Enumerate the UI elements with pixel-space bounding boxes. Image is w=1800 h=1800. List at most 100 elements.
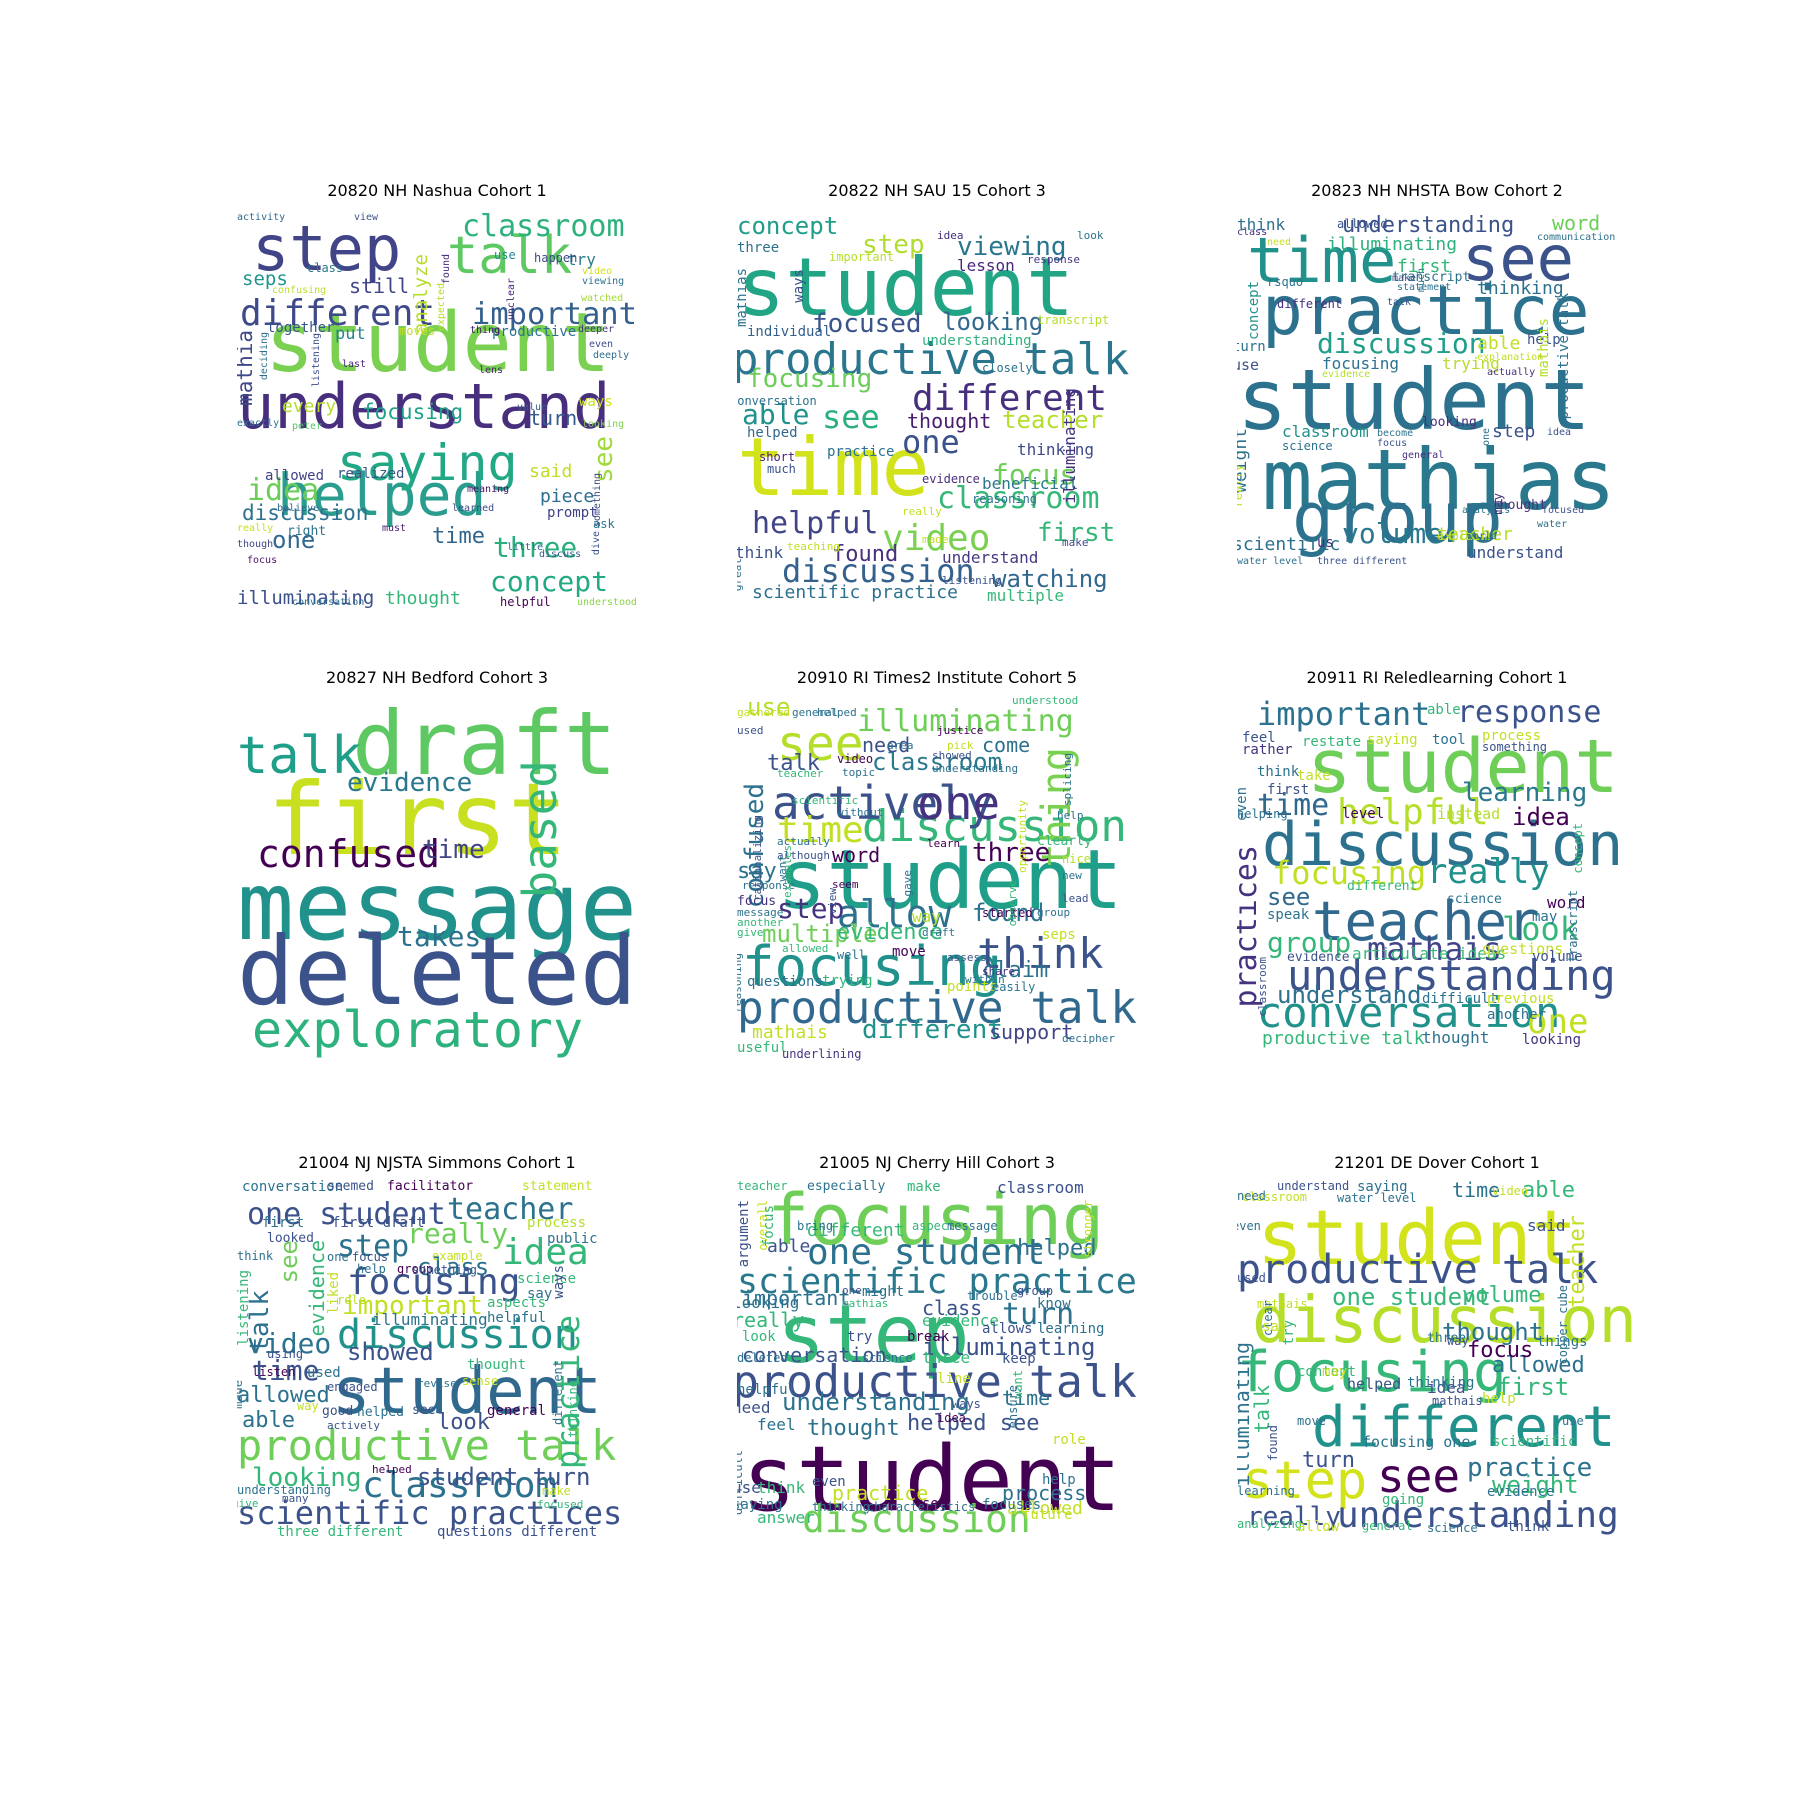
word-exactly: exactly <box>237 418 280 429</box>
wordcloud-title: 20911 RI Reledlearning Cohort 1 <box>1306 668 1568 687</box>
word-conversation: conversation <box>1257 988 1561 1037</box>
word-individual: individual <box>747 324 832 340</box>
word-see: see <box>412 1403 436 1418</box>
word-deleted: deleted <box>237 917 637 1027</box>
word-evidence: evidence <box>1487 1484 1555 1500</box>
word-helpful: helpful <box>487 1310 547 1326</box>
word-ways: ways <box>952 1397 981 1411</box>
word-need: need <box>1267 237 1292 248</box>
word-classroom: classroom <box>362 1465 558 1506</box>
word-thought: thought <box>1422 1028 1490 1047</box>
word-mathais: mathais <box>1367 930 1502 968</box>
word-listening: listening <box>237 1269 252 1346</box>
word-trying: trying <box>1442 354 1500 373</box>
word-showed: showed <box>347 1338 434 1366</box>
word-support: support <box>989 1020 1074 1044</box>
word-know: know <box>1037 1296 1071 1312</box>
word-idea: idea <box>247 473 320 508</box>
word-focus: focus <box>1467 1338 1534 1363</box>
word-different: different <box>1312 1395 1616 1460</box>
word-observe: observe <box>1006 879 1019 927</box>
word-one: one <box>327 1250 349 1264</box>
word-gathered: gathered <box>737 706 790 719</box>
word-science: science <box>862 1351 913 1365</box>
word-different: different <box>1347 879 1418 894</box>
word-able: able <box>1522 1180 1575 1203</box>
word-ask: ask <box>593 517 615 531</box>
word-evidence: evidence <box>305 1240 329 1337</box>
word-volume: volume <box>1532 949 1583 965</box>
wordcloud-panel: 21004 NJ NJSTA Simmons Cohort 1 student pr… <box>237 1153 637 1580</box>
word-although: although <box>777 849 830 862</box>
word-focusing: focusing <box>1272 854 1427 892</box>
word-rsquo: rsquo <box>1267 275 1304 289</box>
word-classroom: classroom <box>1256 956 1269 1017</box>
word-understand: understand <box>1277 1180 1350 1193</box>
word-first: first <box>267 761 569 878</box>
word-understood: understood <box>577 597 637 608</box>
word-take: take <box>1297 768 1331 784</box>
word-keep: keep <box>1002 1351 1036 1367</box>
word-understanding: understanding <box>1337 1495 1619 1536</box>
word-learning: learning <box>1037 1321 1105 1337</box>
word-student: student <box>1307 724 1619 810</box>
word-really: really <box>237 523 274 534</box>
word-facilitator: facilitator <box>387 1180 474 1194</box>
word-different: different <box>1277 297 1343 311</box>
word-three: three <box>737 240 780 256</box>
word-actively: actively <box>327 1419 380 1432</box>
word-seemed: seemed <box>327 1180 374 1194</box>
word-thinking: thinking <box>566 1380 580 1438</box>
word-scientific-practice: scientific practice <box>737 1262 1137 1302</box>
word-help: help <box>357 1262 386 1276</box>
word-used: used <box>737 724 764 737</box>
word-time: time <box>1257 788 1330 823</box>
word-focus: focus <box>1377 438 1408 449</box>
word-focusing: focusing <box>747 364 873 394</box>
word-first: first <box>262 1215 305 1231</box>
word-teacher: teacher <box>1437 524 1513 545</box>
word-video: video <box>837 752 874 766</box>
word-turn: turn <box>1237 339 1266 355</box>
word-much: much <box>767 462 796 476</box>
word-practice: practice <box>1262 272 1590 351</box>
word-say: say <box>737 859 777 884</box>
word-allowed: allowed <box>265 468 325 484</box>
word-illuminating: illuminating <box>372 1310 488 1329</box>
word-though: though <box>237 539 274 550</box>
word-look: look <box>1077 229 1104 242</box>
word-use: use <box>494 248 516 262</box>
word-ensure: ensure <box>1006 1384 1020 1429</box>
word-even: even <box>1237 786 1250 821</box>
word-found: found <box>1266 1424 1280 1462</box>
word-practice: practice <box>827 444 895 460</box>
word-assess: assess <box>947 951 987 964</box>
word-mathais: mathais <box>1432 1394 1483 1408</box>
word-mathia: mathia <box>237 329 257 406</box>
word-first-draft: first draft <box>332 1215 425 1231</box>
word-focusing: focusing <box>1322 354 1400 373</box>
word-three: three <box>972 838 1051 868</box>
word-make: make <box>907 1180 941 1195</box>
word-evidence: evidence <box>922 1311 1000 1330</box>
word-one-student: one student <box>247 1197 446 1232</box>
word-classroom: classroom <box>462 209 625 244</box>
word-discussion: discussion <box>1252 1284 1637 1358</box>
word-video: video <box>582 266 613 277</box>
word-group: group <box>1292 477 1503 559</box>
word-scientific: scientific <box>1237 534 1341 555</box>
wordcloud-title: 21004 NJ NJSTA Simmons Cohort 1 <box>298 1153 576 1172</box>
word-thought: thought <box>1442 1318 1544 1346</box>
word-message: message <box>947 1219 998 1233</box>
word-feel: feel <box>757 1415 796 1434</box>
word-draft: draft <box>352 695 617 795</box>
wordcloud-panel: 20827 NH Bedford Cohort 3 message deleted f… <box>237 668 637 1095</box>
word-really: really <box>1237 463 1245 508</box>
word-reasoning: reasoning <box>737 952 744 1013</box>
word-instead: instead <box>1437 805 1501 823</box>
word-important: important <box>342 1291 483 1321</box>
word-using: using <box>267 1347 304 1361</box>
word-something: something <box>592 472 603 528</box>
word-important: important <box>472 297 637 332</box>
word-difficult: difficult <box>737 1449 745 1516</box>
